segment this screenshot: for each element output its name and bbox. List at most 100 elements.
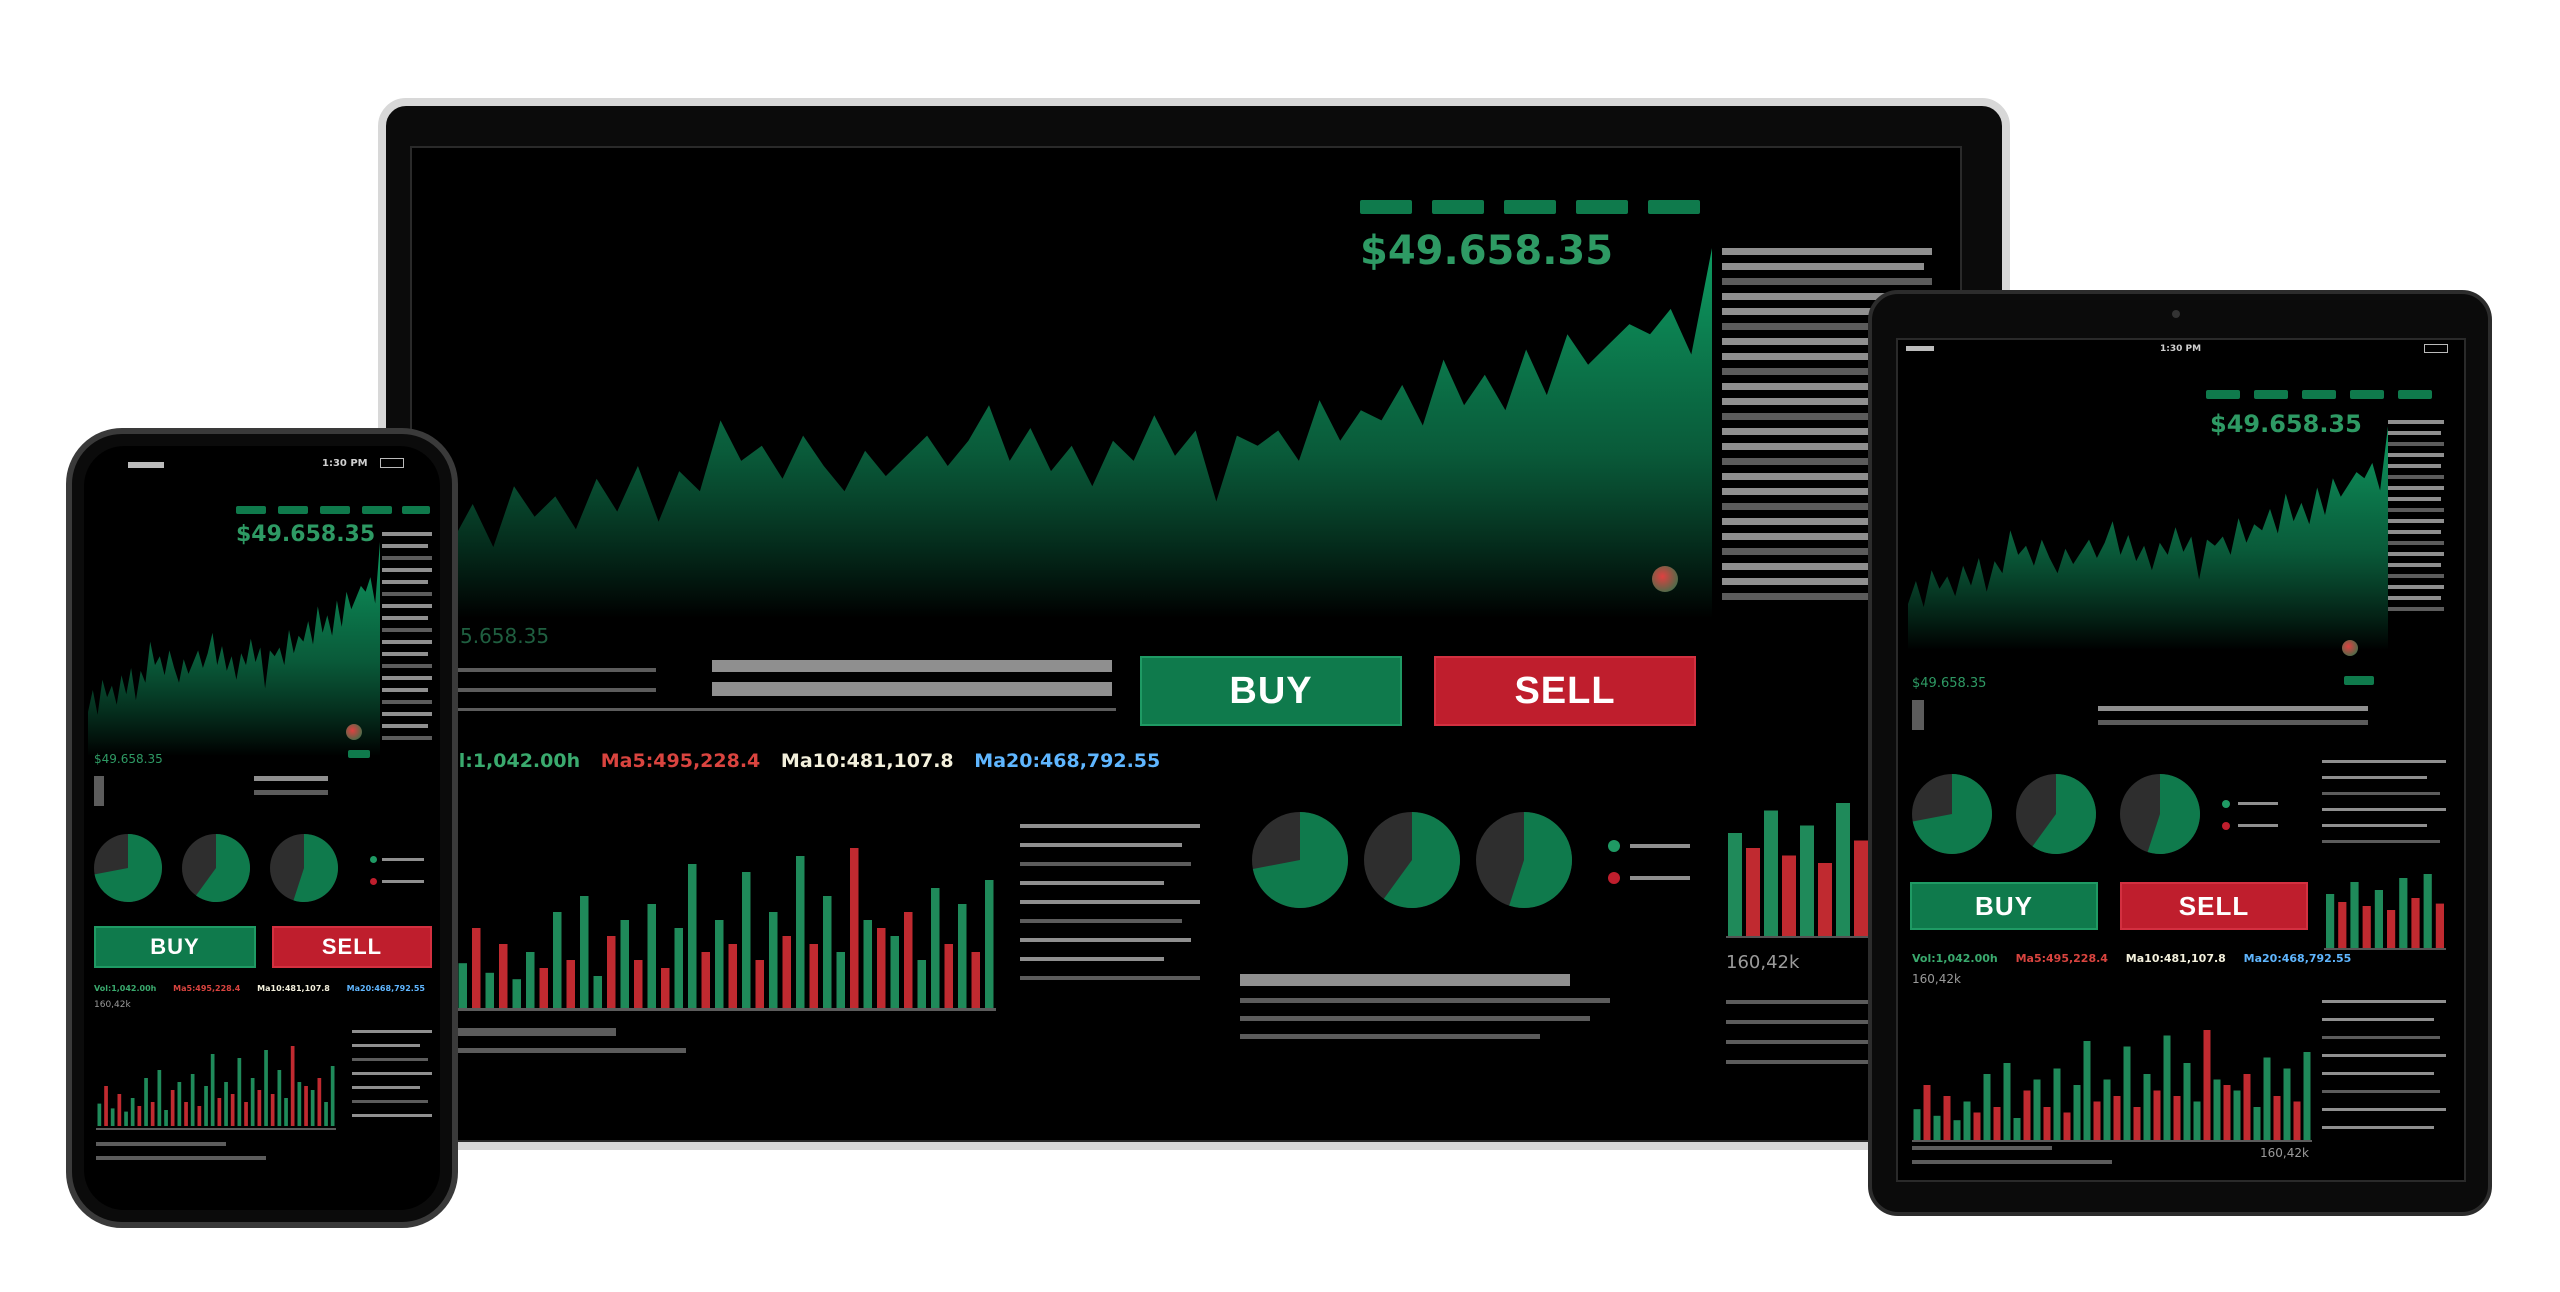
text-line xyxy=(382,712,432,716)
price-faded: 5.658.35 xyxy=(460,624,550,648)
text-line xyxy=(2322,824,2428,827)
timeframe-pill[interactable] xyxy=(2302,390,2336,399)
price-area xyxy=(1908,426,2388,650)
mini-bar xyxy=(1764,810,1778,938)
timeframe-pill[interactable] xyxy=(2254,390,2288,399)
news-lines xyxy=(1020,824,1200,994)
mini-bar xyxy=(2338,902,2347,950)
volume-bar xyxy=(2273,1096,2281,1140)
text-line xyxy=(2388,541,2444,545)
text-line xyxy=(2322,1108,2446,1111)
volume-bar-chart xyxy=(97,1046,335,1126)
pie-slice xyxy=(1383,812,1460,908)
buy-button[interactable]: BUY xyxy=(1910,882,2098,930)
mini-axis xyxy=(1726,936,1906,938)
sell-button[interactable]: SELL xyxy=(272,926,432,968)
footer-line xyxy=(96,1156,266,1160)
text-line xyxy=(2322,760,2446,763)
text-line xyxy=(1722,428,1932,435)
text-line xyxy=(382,628,432,632)
depth-bar xyxy=(2098,720,2368,725)
text-line xyxy=(2388,420,2444,424)
volume-bar xyxy=(755,960,764,1008)
volume-bar xyxy=(2103,1079,2111,1140)
volume-bar xyxy=(485,972,494,1008)
text-line xyxy=(352,1072,432,1075)
phone-screen: 1:30 PM $49.658.35 $49.658.35 BUY SELL V… xyxy=(84,446,440,1210)
volume-bar xyxy=(197,1106,202,1126)
volume-bar xyxy=(2163,1035,2171,1140)
timeframe-pill[interactable] xyxy=(320,506,350,514)
timeframe-pill[interactable] xyxy=(2350,390,2384,399)
volume-label: 160,42k xyxy=(2260,1146,2309,1160)
volume-bar xyxy=(2123,1046,2131,1140)
axis-line xyxy=(96,1128,336,1130)
timeframe-pill[interactable] xyxy=(402,506,430,514)
legend-down-dot xyxy=(1608,872,1620,884)
volume-bar xyxy=(130,1098,135,1126)
mini-bar xyxy=(2350,882,2359,950)
buy-button[interactable]: BUY xyxy=(1140,656,1402,726)
text-line xyxy=(1722,518,1932,525)
order-book xyxy=(2388,420,2444,630)
volume-bar xyxy=(230,1094,235,1126)
pie-slice xyxy=(293,834,338,902)
buy-button[interactable]: BUY xyxy=(94,926,256,968)
text-line xyxy=(2388,442,2444,446)
text-line xyxy=(382,556,432,560)
timeframe-pill[interactable] xyxy=(1576,200,1628,214)
text-line xyxy=(1722,548,1932,555)
volume-bar xyxy=(823,896,832,1008)
text-line xyxy=(1722,293,1916,300)
ma20-stat: Ma20:468,792.55 xyxy=(2243,952,2352,965)
timeframe-pill[interactable] xyxy=(1360,200,1412,214)
timeframe-pill[interactable] xyxy=(1504,200,1556,214)
volume-bar xyxy=(904,912,913,1008)
sell-button[interactable]: SELL xyxy=(1434,656,1696,726)
news-lines xyxy=(2322,760,2446,860)
signal-icon xyxy=(128,462,164,468)
sell-button[interactable]: SELL xyxy=(2120,882,2308,930)
timeframe-pill[interactable] xyxy=(1432,200,1484,214)
footer-line xyxy=(456,1048,686,1053)
battery-icon xyxy=(380,458,404,468)
ma10-stat: Ma10:481,107.8 xyxy=(2125,952,2226,965)
text-line xyxy=(382,616,428,620)
volume-bar xyxy=(2133,1107,2141,1140)
volume-bar xyxy=(2293,1101,2301,1140)
text-line xyxy=(352,1044,420,1047)
volume-bar xyxy=(164,1110,168,1126)
text-line xyxy=(1722,458,1932,465)
text-line xyxy=(2388,585,2444,589)
timeframe-pill[interactable] xyxy=(236,506,266,514)
text-line xyxy=(1722,413,1916,420)
volume-bar xyxy=(553,912,562,1008)
order-book xyxy=(382,532,432,762)
price-display: $49.658.35 xyxy=(2210,410,2362,438)
footer-line xyxy=(1912,1146,2052,1150)
timeframe-pill[interactable] xyxy=(2206,390,2240,399)
volume-bar xyxy=(782,936,791,1008)
volume-bar xyxy=(290,1046,295,1126)
mini-line xyxy=(1726,1040,1886,1044)
mini-bar xyxy=(1854,840,1868,938)
volume-bar xyxy=(150,1102,155,1126)
ma20-stat: Ma20:468,792.55 xyxy=(974,750,1161,772)
price-small: $49.658.35 xyxy=(1912,676,1987,691)
price-area-chart xyxy=(88,541,380,756)
timeframe-pill[interactable] xyxy=(278,506,308,514)
text-line xyxy=(1722,353,1916,360)
volume-bar xyxy=(177,1082,182,1126)
volume-bar xyxy=(244,1102,248,1126)
timeframe-pill[interactable] xyxy=(2398,390,2432,399)
timeframe-pill[interactable] xyxy=(1648,200,1700,214)
tablet-screen: 1:30 PM $49.658.35 $49.658.35 BUY SELL V… xyxy=(1896,338,2466,1182)
text-line xyxy=(1020,881,1164,885)
tablet-camera xyxy=(2172,310,2180,318)
volume-bar xyxy=(144,1078,148,1126)
volume-bar xyxy=(1963,1101,1971,1140)
price-small: $49.658.35 xyxy=(94,752,163,766)
timeframe-pill[interactable] xyxy=(362,506,392,514)
text-line xyxy=(2322,1036,2440,1039)
volume-bar xyxy=(2243,1074,2251,1140)
